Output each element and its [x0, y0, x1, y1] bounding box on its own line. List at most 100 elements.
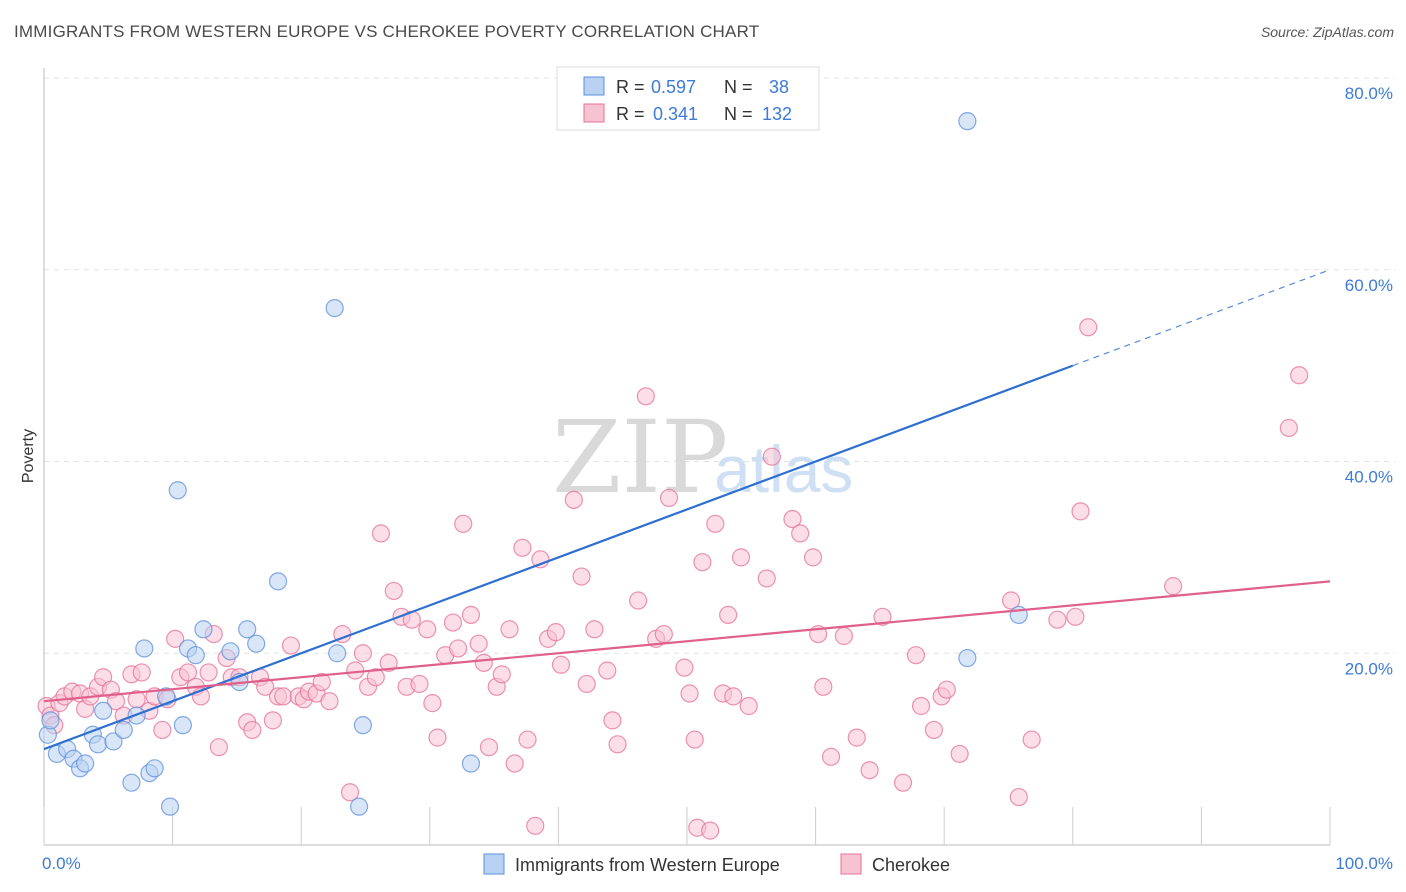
series-cherokee: [37, 318, 1309, 840]
point-cherokee-107: [783, 509, 802, 529]
y-tick-label-60: 60.0%: [1345, 276, 1393, 295]
point-cherokee-116: [873, 607, 892, 626]
point-cherokee-86: [603, 711, 622, 730]
chart-source: Source: ZipAtlas.com: [1260, 24, 1394, 40]
point-cherokee-61: [428, 728, 447, 747]
legend-swatch-cherokee: [583, 103, 605, 123]
point-cherokee-103: [731, 548, 751, 567]
point-cherokee-79: [546, 623, 565, 642]
legend-n-value-1: 38: [769, 77, 789, 97]
point-cherokee-129: [1071, 502, 1090, 521]
legend-r-value-2: 0.341: [653, 104, 698, 124]
point-cherokee-74: [513, 538, 532, 557]
point-cherokee-85: [598, 661, 617, 680]
point-cherokee-88: [629, 591, 648, 610]
legend-swatch-western-europe: [583, 76, 605, 96]
point-cherokee-81: [564, 490, 583, 509]
point-cherokee-98: [701, 821, 720, 840]
point-cherokee-131: [1164, 577, 1183, 596]
point-cherokee-75: [518, 730, 537, 749]
legend-n-label-2: N =: [724, 104, 753, 124]
y-tick-label-80: 80.0%: [1345, 84, 1393, 103]
point-cherokee-94: [680, 684, 699, 703]
trend-line-cherokee: [43, 580, 1331, 703]
point-cherokee-23: [178, 663, 198, 682]
point-cherokee-38: [274, 687, 293, 706]
series-western-europe: [38, 112, 1028, 816]
point-cherokee-52: [371, 524, 391, 543]
point-cherokee-113: [834, 626, 853, 646]
point-cherokee-97: [693, 553, 712, 572]
point-cherokee-65: [454, 514, 473, 533]
point-cherokee-19: [153, 720, 172, 740]
point-cherokee-54: [384, 581, 403, 601]
trend-line-western-europe-extension: [1072, 269, 1331, 367]
point-western-europe-29: [328, 644, 347, 663]
point-cherokee-109: [803, 548, 823, 567]
point-cherokee-104: [739, 696, 758, 716]
point-western-europe-9: [94, 701, 113, 720]
point-cherokee-99: [706, 514, 725, 533]
point-cherokee-69: [479, 738, 499, 757]
point-western-europe-27: [247, 634, 266, 653]
point-cherokee-80: [551, 655, 571, 674]
point-cherokee-63: [443, 613, 463, 632]
series-legend: Immigrants from Western Europe Cherokee: [483, 853, 950, 875]
point-cherokee-132: [1279, 418, 1298, 438]
legend-r-label-2: R =: [616, 104, 645, 124]
point-cherokee-67: [469, 634, 488, 653]
watermark: ZIP atlas: [552, 399, 853, 516]
point-cherokee-36: [263, 711, 283, 730]
point-cherokee-68: [474, 653, 493, 672]
point-western-europe-32: [349, 797, 369, 816]
point-cherokee-84: [585, 620, 604, 639]
point-cherokee-45: [320, 692, 339, 711]
point-western-europe-34: [958, 648, 977, 668]
point-western-europe-17: [157, 687, 176, 706]
point-cherokee-111: [814, 677, 833, 696]
trend-lines: [43, 269, 1331, 751]
legend-r-label-1: R =: [616, 77, 645, 97]
point-western-europe-26: [238, 620, 257, 639]
legend-n-value-2: 132: [762, 104, 792, 124]
point-western-europe-33: [461, 754, 481, 773]
point-cherokee-48: [346, 661, 365, 680]
y-tick-label-20: 20.0%: [1345, 659, 1393, 678]
point-cherokee-123: [950, 744, 969, 764]
grid-lines: [44, 77, 1395, 654]
point-cherokee-96: [685, 730, 704, 749]
point-cherokee-89: [636, 387, 655, 406]
point-cherokee-28: [209, 738, 228, 757]
point-cherokee-118: [906, 646, 926, 665]
point-cherokee-66: [461, 605, 481, 625]
y-tick-label-40: 40.0%: [1345, 468, 1393, 487]
point-cherokee-112: [821, 747, 841, 766]
point-cherokee-53: [379, 653, 398, 672]
y-tick-labels: 20.0% 40.0% 60.0% 80.0%: [1345, 84, 1393, 678]
point-cherokee-82: [572, 567, 591, 586]
point-western-europe-30: [325, 299, 344, 318]
point-cherokee-127: [1048, 610, 1067, 629]
point-cherokee-71: [492, 665, 511, 684]
bottom-legend-swatch-cherokee: [840, 853, 862, 875]
point-western-europe-23: [194, 620, 213, 639]
point-western-europe-6: [76, 754, 95, 773]
bottom-legend-swatch-western-europe: [483, 853, 505, 875]
x-tick-label-min: 0.0%: [42, 854, 81, 873]
point-western-europe-14: [135, 639, 154, 658]
point-cherokee-60: [423, 694, 442, 713]
point-cherokee-124: [1001, 591, 1021, 610]
point-western-europe-1: [41, 711, 60, 730]
point-cherokee-106: [762, 447, 781, 466]
point-cherokee-16: [132, 663, 151, 682]
point-cherokee-128: [1066, 607, 1085, 626]
point-cherokee-76: [526, 816, 545, 835]
point-cherokee-39: [281, 636, 301, 655]
point-western-europe-11: [114, 720, 133, 740]
point-cherokee-119: [911, 696, 931, 716]
point-western-europe-24: [221, 642, 240, 661]
point-cherokee-120: [924, 720, 944, 740]
point-western-europe-12: [122, 773, 141, 792]
point-cherokee-130: [1079, 318, 1098, 337]
